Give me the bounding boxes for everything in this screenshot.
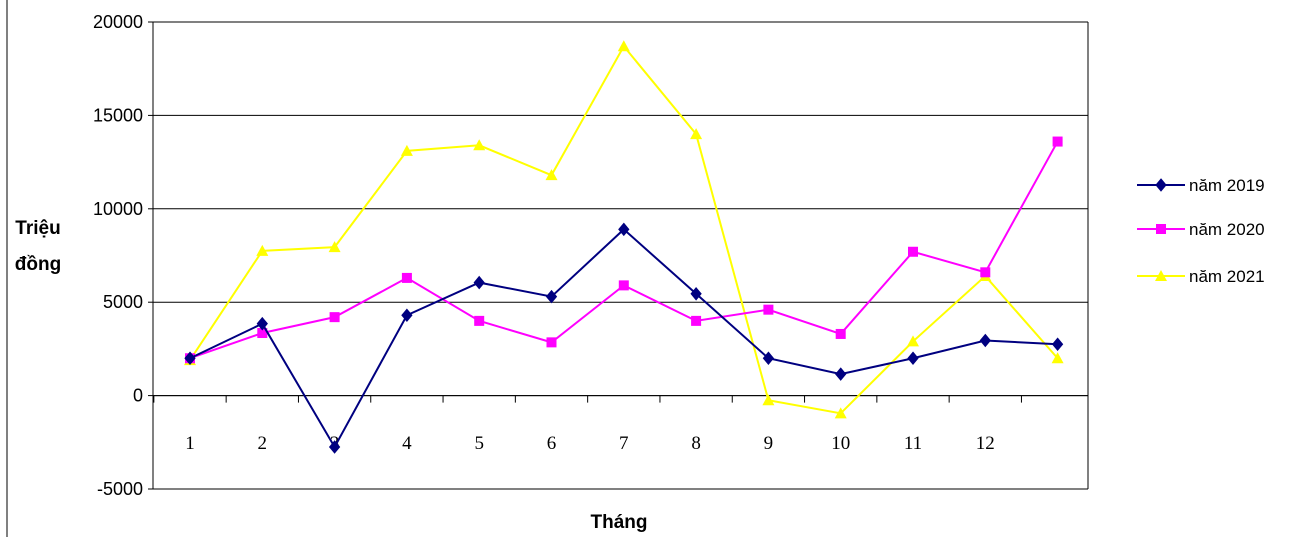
- y-tick-label: 0: [133, 386, 143, 406]
- series-năm-2019: [184, 222, 1064, 454]
- marker-triangle: [1051, 352, 1064, 364]
- marker-square: [835, 328, 846, 339]
- marker-square: [980, 267, 991, 278]
- marker-diamond: [473, 275, 485, 290]
- marker-square: [618, 280, 629, 291]
- y-axis-label-line-1: Triệu: [15, 218, 60, 239]
- x-tick-label: 12: [976, 433, 995, 454]
- marker-square: [691, 315, 702, 326]
- marker-square: [401, 272, 412, 283]
- y-tick-label: 20000: [93, 12, 143, 32]
- y-tick-labels: -5000 0 5000 10000 15000 20000: [93, 12, 143, 499]
- marker-triangle: [473, 139, 486, 151]
- y-tick-label: 15000: [93, 105, 143, 125]
- marker-square: [329, 312, 340, 323]
- marker-triangle: [1155, 270, 1167, 281]
- marker-diamond: [979, 333, 991, 348]
- legend-label: năm 2021: [1189, 267, 1265, 286]
- marker-square: [1052, 136, 1063, 147]
- y-tick-label: -5000: [97, 479, 143, 499]
- marker-diamond: [184, 351, 196, 366]
- x-axis-label: Tháng: [591, 512, 648, 533]
- x-tick-label: 5: [474, 433, 484, 454]
- marker-triangle: [545, 169, 558, 181]
- marker-diamond: [401, 308, 413, 323]
- marker-diamond: [1051, 337, 1064, 352]
- marker-square: [474, 315, 485, 326]
- x-tick-label: 1: [185, 433, 195, 454]
- gridlines: [153, 21, 1088, 490]
- x-tick-labels: 123456789101112: [185, 433, 995, 454]
- x-tick-label: 7: [619, 433, 629, 454]
- marker-triangle: [907, 335, 919, 347]
- marker-diamond: [545, 289, 558, 304]
- marker-square: [546, 337, 557, 348]
- marker-diamond: [1155, 178, 1167, 192]
- marker-square: [908, 246, 918, 257]
- x-tick-label: 9: [764, 433, 774, 454]
- marker-triangle: [690, 128, 703, 140]
- y-tick-label: 10000: [93, 199, 143, 219]
- marker-diamond: [618, 222, 630, 237]
- marker-diamond: [835, 367, 847, 381]
- legend-item: năm 2020: [1137, 220, 1265, 239]
- marker-square: [1156, 224, 1166, 234]
- legend-item: năm 2019: [1137, 176, 1265, 195]
- x-tick-label: 8: [691, 433, 701, 454]
- marker-triangle: [256, 244, 269, 256]
- y-axis-label-line-2: đồng: [15, 254, 61, 275]
- legend-label: năm 2019: [1189, 176, 1265, 195]
- series-line: [189, 141, 1059, 360]
- x-tick-label: 11: [904, 433, 922, 454]
- marker-triangle: [834, 407, 847, 419]
- x-tick-label: 10: [831, 433, 850, 454]
- marker-square: [763, 304, 774, 315]
- marker-triangle: [400, 144, 413, 156]
- y-tick-label: 5000: [103, 292, 143, 312]
- marker-diamond: [907, 351, 919, 366]
- marker-diamond: [328, 440, 341, 454]
- x-tick-label: 4: [402, 433, 412, 454]
- marker-triangle: [617, 40, 630, 52]
- legend: năm 2019 năm 2020 năm 2021: [1137, 176, 1265, 286]
- series-line: [189, 227, 1058, 449]
- axes: [148, 21, 1089, 490]
- marker-triangle: [328, 241, 341, 253]
- marker-diamond: [256, 316, 268, 331]
- marker-square: [257, 328, 268, 339]
- legend-item: năm 2021: [1137, 267, 1265, 286]
- marker-diamond: [762, 351, 775, 366]
- x-tick-label: 2: [258, 433, 268, 454]
- series-năm-2020: [185, 136, 1063, 364]
- marker-diamond: [690, 287, 702, 301]
- legend-label: năm 2020: [1189, 220, 1265, 239]
- x-tick-label: 6: [547, 433, 557, 454]
- marker-triangle: [762, 394, 775, 406]
- series-group: [184, 40, 1064, 454]
